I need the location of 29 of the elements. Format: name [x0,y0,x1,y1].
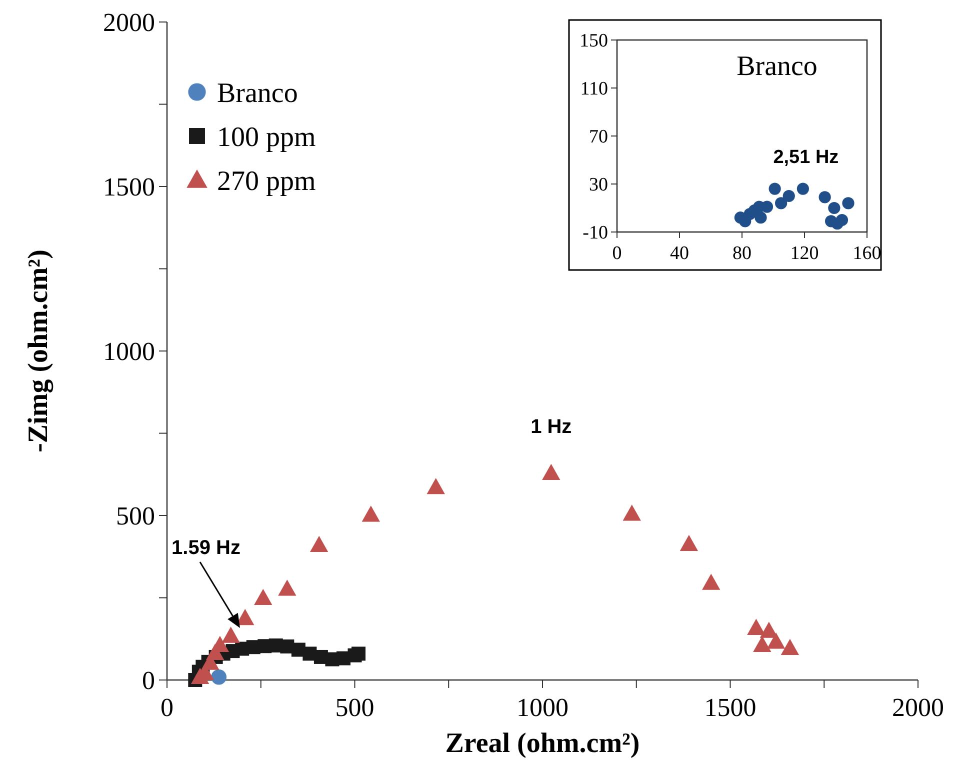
y-tick-label: 500 [116,502,155,531]
y-tick-label: 1500 [103,172,155,202]
annotation: 2,51 Hz [773,146,839,168]
y-tick-label: 0 [142,666,155,696]
chart-title: Branco [736,51,818,82]
x-tick-label: 40 [670,243,689,264]
y-tick-label: 1000 [103,337,155,366]
x-tick-label: 160 [852,243,882,264]
x-tick-label: 80 [732,243,752,264]
x-tick-label: 0 [612,243,622,264]
annotation: 1 Hz [530,416,572,438]
x-axis-title: Zreal (ohm.cm²) [445,728,640,759]
y-tick-label: 30 [589,174,608,196]
x-tick-label: 2000 [892,693,944,722]
y-tick-label: 110 [580,78,608,100]
legend-label: Branco [217,78,298,109]
x-tick-label: 1000 [516,693,568,722]
y-tick-label: 150 [580,30,608,52]
x-tick-label: 500 [335,693,374,722]
x-tick-label: 1500 [704,693,756,722]
legend-label: 100 ppm [217,122,316,153]
y-tick-label: 70 [589,126,608,148]
x-tick-label: 0 [160,693,174,722]
y-axis-title: -Zimg (ohm.cm²) [23,250,54,452]
y-tick-label: -10 [582,222,608,244]
annotation: 1.59 Hz [172,537,240,559]
x-tick-label: 120 [790,243,819,264]
y-tick-label: 2000 [103,8,155,38]
legend-label: 270 ppm [217,166,316,197]
